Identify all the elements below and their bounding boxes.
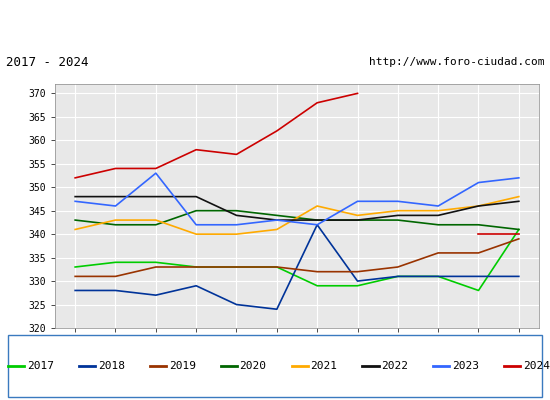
Text: 2019: 2019: [169, 361, 196, 371]
Text: 2022: 2022: [381, 361, 408, 371]
FancyBboxPatch shape: [8, 335, 542, 397]
Text: 2020: 2020: [240, 361, 267, 371]
Text: 2017 - 2024: 2017 - 2024: [6, 56, 88, 68]
Text: 2021: 2021: [310, 361, 337, 371]
Text: http://www.foro-ciudad.com: http://www.foro-ciudad.com: [369, 57, 544, 67]
Text: 2024: 2024: [523, 361, 550, 371]
Text: 2023: 2023: [452, 361, 479, 371]
Text: 2018: 2018: [98, 361, 125, 371]
Text: Evolucion num de emigrantes en Callosa d'en Sarrià: Evolucion num de emigrantes en Callosa d…: [52, 16, 498, 32]
Text: 2017: 2017: [27, 361, 54, 371]
